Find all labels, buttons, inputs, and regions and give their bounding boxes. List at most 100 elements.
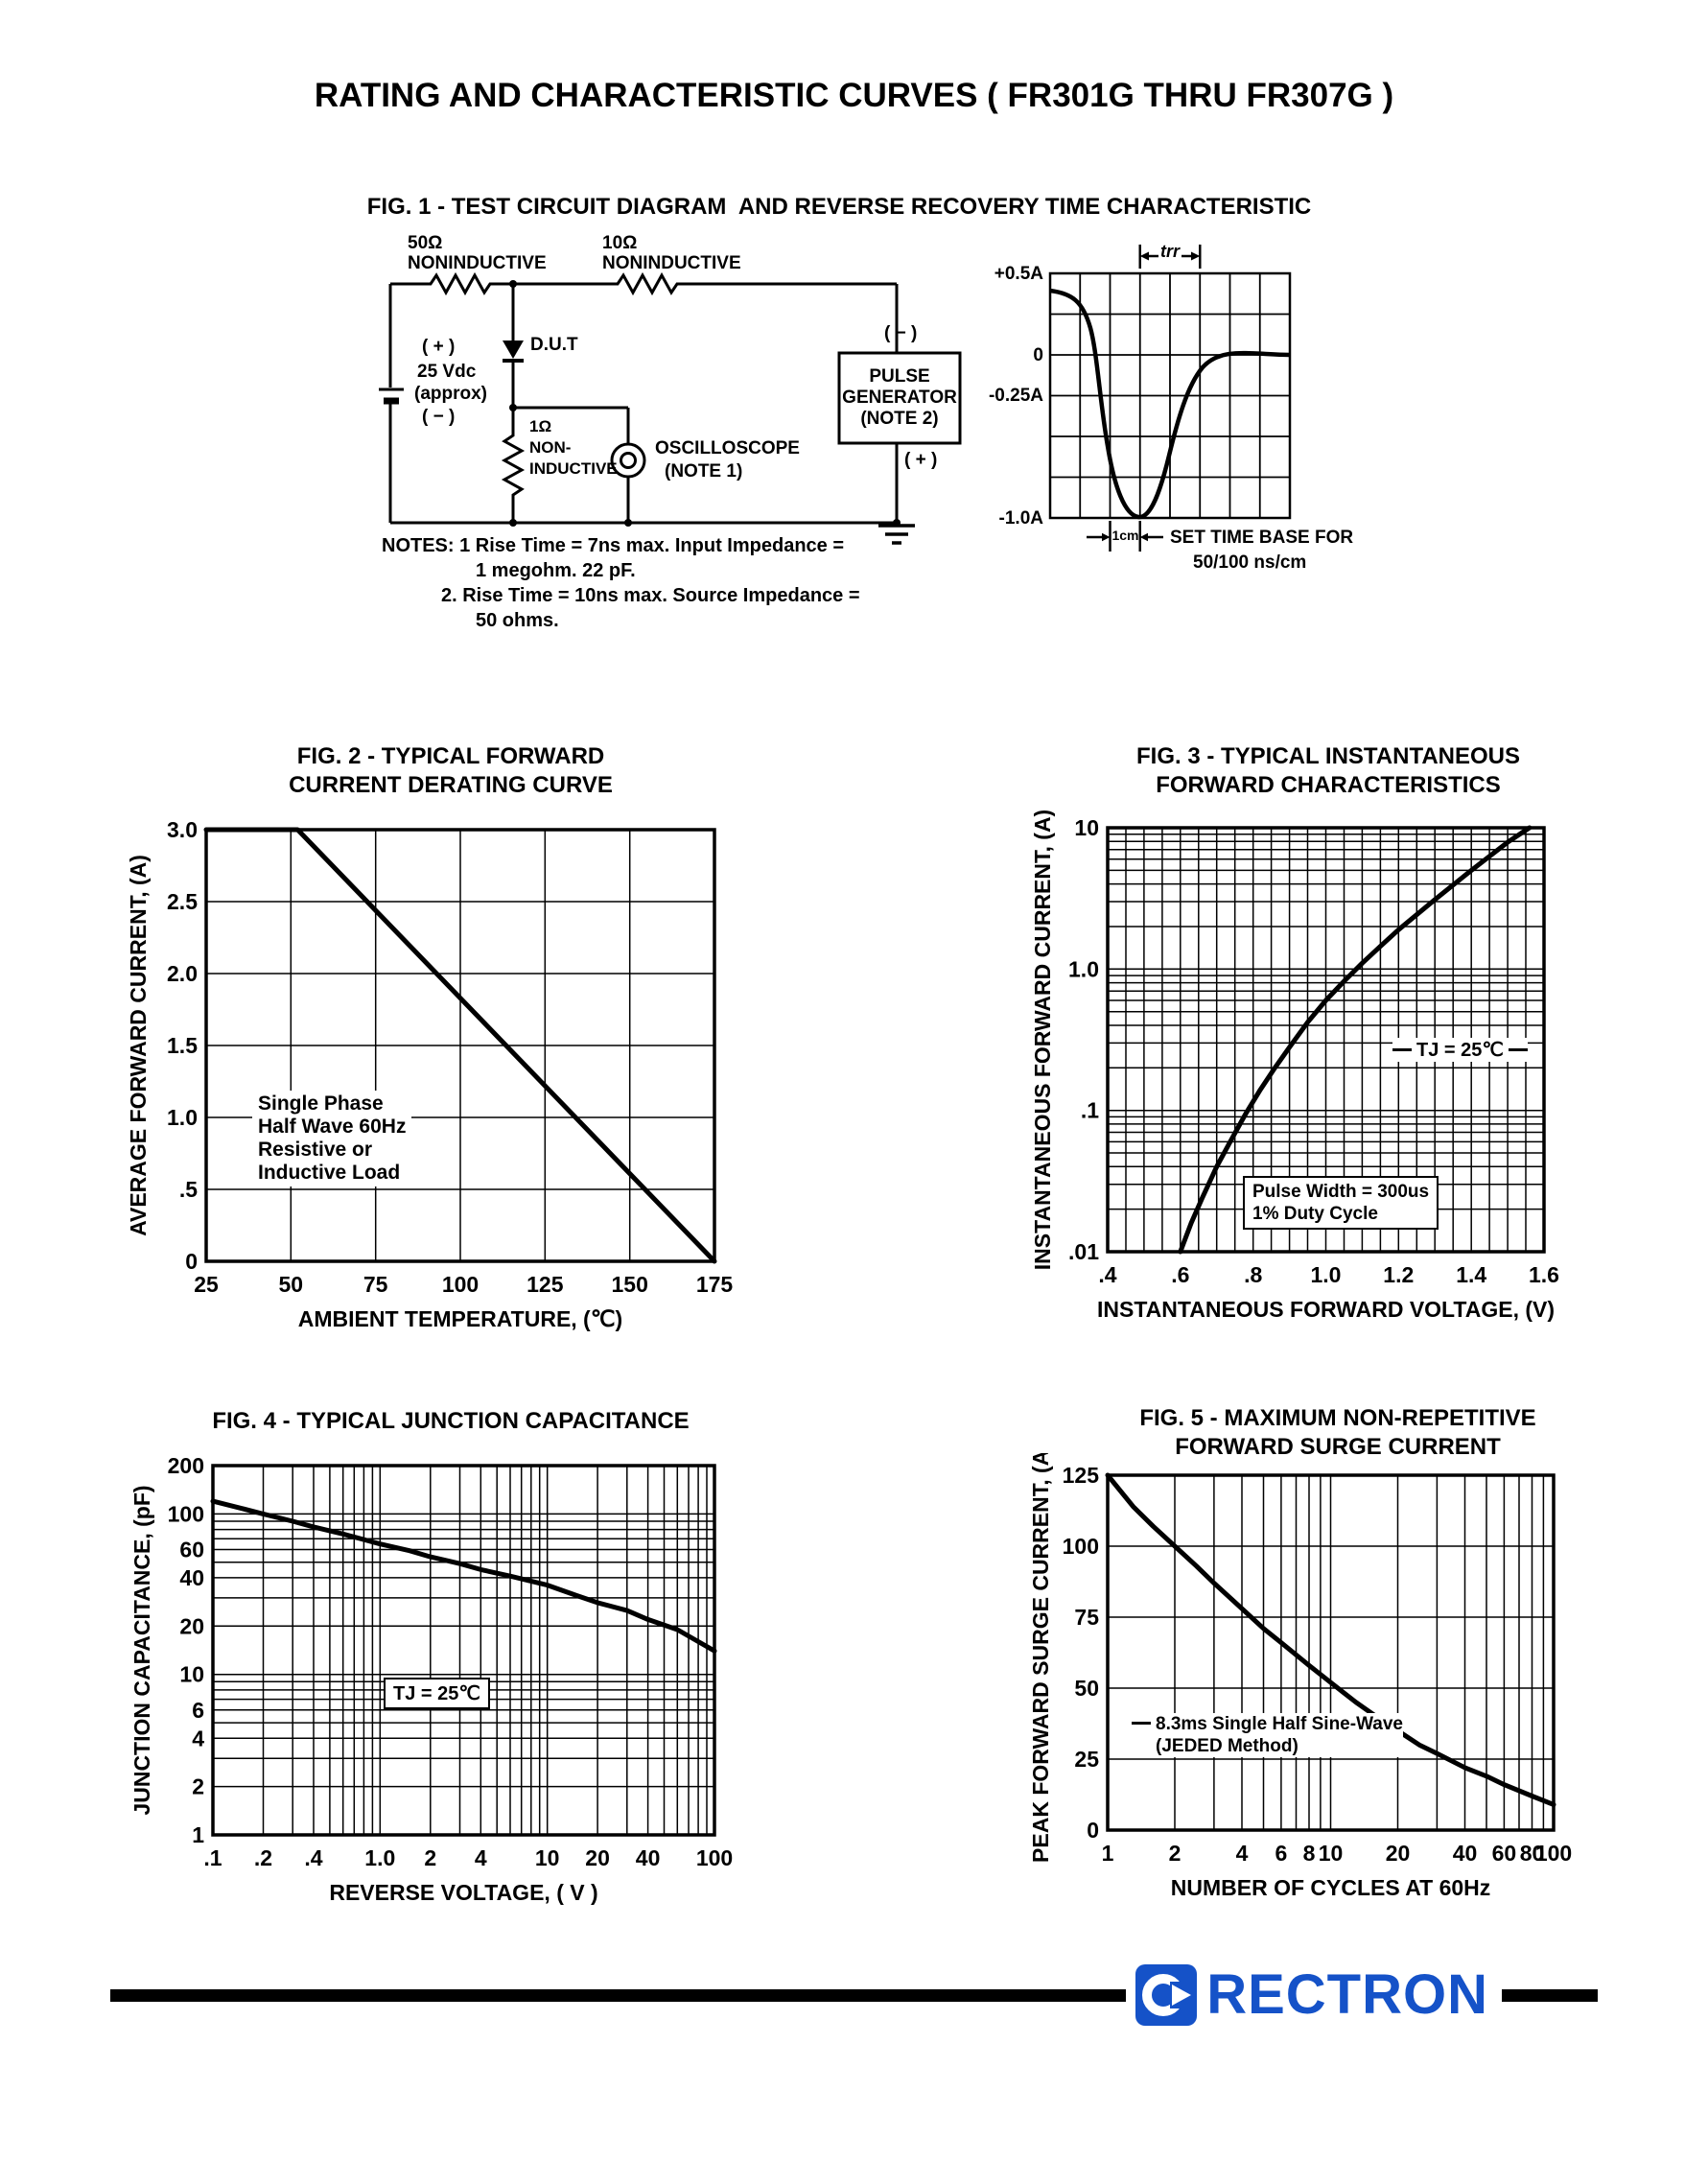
fig1-heading: FIG. 1 - TEST CIRCUIT DIAGRAM AND REVERS… (366, 194, 1312, 220)
fig2-annotation: Single Phase Half Wave 60Hz Resistive or… (252, 1091, 412, 1186)
annotation-line: Half Wave 60Hz (258, 1116, 407, 1138)
pulse-gen-plus-label: ( + ) (904, 450, 938, 470)
svg-text:100: 100 (696, 1845, 733, 1870)
tj-text: TJ = 25℃ (393, 1683, 480, 1704)
fig5-title-line1: FIG. 5 - MAXIMUM NON-REPETITIVE (1139, 1405, 1536, 1431)
resistor-10ohm-type: NONINDUCTIVE (602, 253, 741, 273)
svg-text:4: 4 (475, 1845, 487, 1870)
svg-text:1.0: 1.0 (1311, 1262, 1342, 1287)
resistor-10ohm-value: 10Ω (602, 233, 638, 253)
waveform-grid (1049, 272, 1291, 519)
svg-text:10: 10 (179, 1662, 204, 1687)
pulse-generator-box (837, 351, 962, 445)
tick-labels: 25 50 75 100 125 150 175 3.0 2.5 2.0 1.5 1.0 .5 0 (167, 817, 733, 1297)
annotation-line: 1% Duty Cycle (1252, 1204, 1378, 1224)
battery-voltage-label: 25 Vdc (417, 362, 477, 382)
svg-text:10: 10 (1074, 815, 1099, 840)
battery-plus-label: ( + ) (422, 337, 456, 357)
waveform-label-minus025: -0.25A (988, 386, 1043, 406)
fig2-plot: 25 50 75 100 125 150 1753.02.52.01.51.0.50AMBI… (126, 817, 733, 1331)
fig4-plot: .1.2.4 1.0 2 4 10 20 40 100200100604020106421RE… (129, 1453, 734, 1905)
svg-text:2: 2 (192, 1774, 204, 1799)
fig3-title-line1: FIG. 3 - TYPICAL INSTANTANEOUS (1135, 743, 1521, 769)
dut-label: D.U.T (530, 335, 578, 355)
annotation-line: Resistive or (258, 1139, 373, 1161)
annotation-line: 8.3ms Single Half Sine-Wave (1132, 1713, 1403, 1735)
footer: RECTRON (110, 1959, 1598, 2032)
svg-text:2.0: 2.0 (167, 961, 198, 986)
rectron-logo-icon (1135, 1964, 1198, 2026)
svg-text:.8: .8 (1244, 1262, 1262, 1287)
svg-text:100: 100 (168, 1501, 204, 1526)
pulse-gen-line2: GENERATOR (842, 388, 957, 408)
svg-text:1: 1 (192, 1822, 204, 1847)
svg-text:PEAK FORWARD SURGE CURRENT, (A: PEAK FORWARD SURGE CURRENT, (A) (1028, 1453, 1053, 1863)
axis-titles: AMBIENT TEMPERATURE, (℃) AVERAGE FORWARD … (126, 855, 622, 1331)
trr-arrowheads (1139, 251, 1201, 261)
svg-text:.1: .1 (1081, 1098, 1099, 1123)
svg-text:200: 200 (168, 1453, 204, 1478)
battery-approx-label: (approx) (414, 384, 487, 404)
svg-text:10: 10 (1319, 1841, 1344, 1866)
note-line: 1 megohm. 22 pF. (476, 560, 636, 581)
svg-text:4: 4 (1236, 1841, 1249, 1866)
svg-text:1.2: 1.2 (1383, 1262, 1414, 1287)
recovery-current-curve (1049, 288, 1291, 520)
svg-text:1.4: 1.4 (1456, 1262, 1486, 1287)
svg-text:2: 2 (424, 1845, 436, 1870)
svg-text:25: 25 (1074, 1747, 1099, 1772)
axis-titles: NUMBER OF CYCLES AT 60Hz PEAK FORWARD SUR… (1028, 1453, 1490, 1900)
svg-text:75: 75 (1074, 1605, 1099, 1630)
trr-label: trr (1159, 242, 1180, 261)
svg-text:1.0: 1.0 (1068, 956, 1099, 981)
svg-text:.4: .4 (1098, 1262, 1116, 1287)
resistor-10ohm-symbol (604, 271, 690, 296)
data-curve (1105, 1472, 1556, 1807)
fig1-waveform: +0.5A 0 -0.25A -1.0A trr 1cm SET TIME BA… (988, 240, 1419, 595)
tick-labels: .1 .2 .4 1.0 2 4 10 20 40 100 200 100 60 40 20 10 6 4 2 1 (168, 1453, 734, 1870)
resistor-50ohm-symbol (417, 271, 503, 296)
svg-text:0: 0 (185, 1249, 198, 1274)
note-line: 50 ohms. (476, 610, 559, 631)
svg-text:JUNCTION CAPACITANCE, (pF): JUNCTION CAPACITANCE, (pF) (129, 1485, 154, 1815)
fig3-pulse-width-annotation: Pulse Width = 300us 1% Duty Cycle (1243, 1176, 1439, 1230)
annotation-line: Inductive Load (258, 1162, 401, 1184)
svg-text:2: 2 (1169, 1841, 1182, 1866)
waveform-plot (1048, 245, 1292, 552)
svg-text:50: 50 (1074, 1676, 1099, 1701)
svg-text:100: 100 (1063, 1534, 1099, 1559)
svg-text:8: 8 (1303, 1841, 1316, 1866)
svg-text:125: 125 (526, 1272, 564, 1297)
fig4-tj-annotation: TJ = 25℃ (384, 1678, 490, 1709)
fig1-circuit-diagram: 50Ω NONINDUCTIVE 10Ω NONINDUCTIVE ( + ) … (379, 230, 983, 633)
leader-line (1132, 1721, 1151, 1725)
svg-text:NUMBER OF CYCLES AT 60Hz: NUMBER OF CYCLES AT 60Hz (1171, 1875, 1491, 1900)
svg-text:.2: .2 (254, 1845, 272, 1870)
fig1-notes: NOTES: 1 Rise Time = 7ns max. Input Impe… (382, 533, 860, 633)
svg-text:AMBIENT TEMPERATURE, (℃): AMBIENT TEMPERATURE, (℃) (298, 1306, 622, 1331)
axis-titles: REVERSE VOLTAGE, ( V ) JUNCTION CAPACITAN… (129, 1485, 598, 1905)
svg-text:2.5: 2.5 (167, 889, 198, 914)
data-curve (210, 1498, 717, 1654)
svg-text:40: 40 (179, 1565, 204, 1590)
svg-text:50: 50 (279, 1272, 304, 1297)
axis-titles: INSTANTANEOUS FORWARD VOLTAGE, (V) INSTAN… (1030, 810, 1555, 1322)
svg-text:40: 40 (1453, 1841, 1478, 1866)
svg-text:1.6: 1.6 (1529, 1262, 1559, 1287)
note-line: 2. Rise Time = 10ns max. Source Impedanc… (441, 585, 860, 606)
svg-text:6: 6 (1275, 1841, 1288, 1866)
data-curve (203, 827, 717, 1264)
data-curve (1178, 825, 1533, 1255)
tj-text: TJ = 25℃ (1416, 1040, 1504, 1061)
pulse-gen-line3: (NOTE 2) (860, 409, 939, 429)
fig2-chart: FIG. 2 - TYPICAL FORWARD CURRENT DERATIN… (125, 739, 777, 1372)
oscilloscope-label: OSCILLOSCOPE (655, 438, 800, 458)
tick-labels: .4 .6 .8 1.0 1.2 1.4 1.6 10 1.0 .1 .01 (1068, 815, 1559, 1287)
circuit-schematic (379, 271, 962, 545)
svg-text:1.0: 1.0 (167, 1105, 198, 1130)
svg-text:60: 60 (1492, 1841, 1517, 1866)
svg-text:100: 100 (442, 1272, 479, 1297)
svg-text:INSTANTANEOUS FORWARD VOLTAGE,: INSTANTANEOUS FORWARD VOLTAGE, (V) (1097, 1297, 1555, 1322)
resistor-1ohm-symbol (501, 432, 526, 497)
